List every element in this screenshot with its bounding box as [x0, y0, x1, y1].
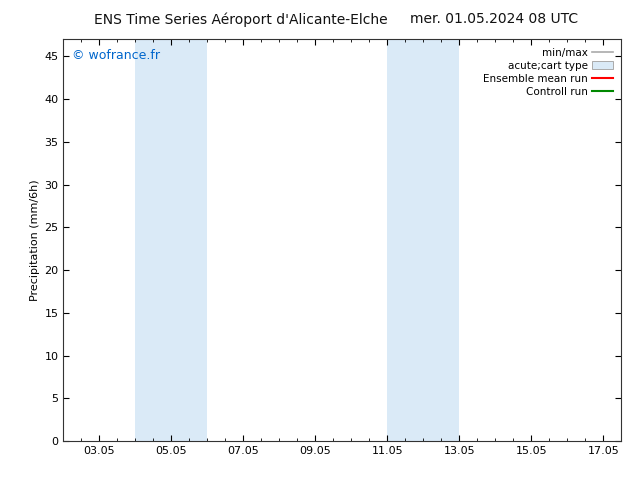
Text: mer. 01.05.2024 08 UTC: mer. 01.05.2024 08 UTC [410, 12, 579, 26]
Bar [136, 39, 207, 441]
Legend: min/max, acute;cart type, Ensemble mean run, Controll run: min/max, acute;cart type, Ensemble mean … [480, 45, 616, 100]
Bar [387, 39, 460, 441]
Y-axis label: Precipitation (mm/6h): Precipitation (mm/6h) [30, 179, 40, 301]
Text: © wofrance.fr: © wofrance.fr [72, 49, 160, 62]
Text: ENS Time Series Aéroport d'Alicante-Elche: ENS Time Series Aéroport d'Alicante-Elch… [94, 12, 388, 27]
